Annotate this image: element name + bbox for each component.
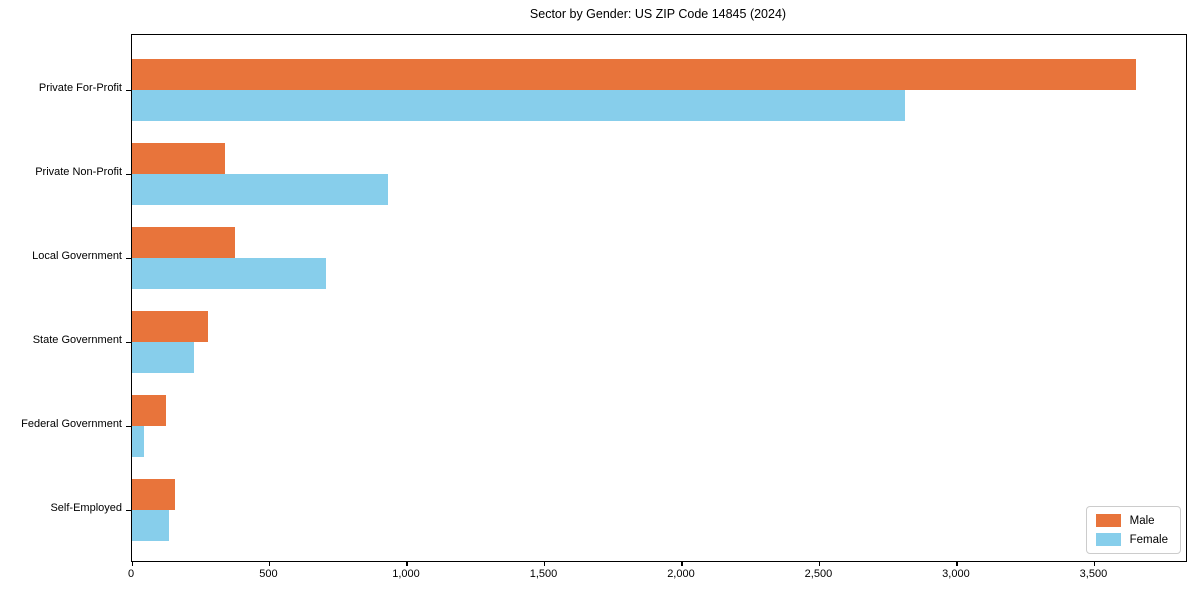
x-tick-mark	[406, 561, 408, 566]
x-tick-mark	[681, 561, 683, 566]
y-tick-mark	[126, 173, 131, 175]
x-axis-label-1500: 1,500	[529, 568, 558, 580]
x-axis-label-3000: 3,000	[942, 568, 970, 580]
x-axis-label-2000: 2,000	[667, 568, 695, 580]
bar-local-government-male	[132, 227, 235, 258]
legend: Male Female	[1085, 506, 1181, 554]
x-axis-label-2500: 2,500	[804, 568, 833, 580]
y-axis-label-self-employed: Self-Employed	[50, 502, 122, 514]
bar-private-non-profit-male	[132, 143, 225, 174]
bar-federal-government-female	[132, 426, 144, 457]
bar-private-non-profit-female	[132, 174, 388, 205]
legend-swatch-female	[1095, 533, 1121, 546]
x-axis-label-0: 0	[127, 568, 135, 580]
y-axis-labels: Private For-Profit Private Non-Profit Loca…	[0, 34, 122, 560]
y-tick-mark	[126, 425, 131, 427]
bar-federal-government-male	[132, 395, 166, 426]
x-axis-label-3500: 3,500	[1079, 568, 1108, 580]
x-axis-label-1000: 1,000	[392, 568, 420, 580]
legend-item-male: Male	[1095, 514, 1168, 527]
legend-swatch-male	[1095, 514, 1121, 527]
y-tick-mark	[126, 257, 131, 259]
x-axis-labels: 0 500 1,000 1,500 2,000 2,500 3,000 3,500	[127, 561, 1185, 591]
chart-title: Sector by Gender: US ZIP Code 14845 (202…	[529, 7, 787, 21]
bar-private-for-profit-male	[132, 59, 1136, 90]
bar-private-for-profit-female	[132, 90, 905, 121]
y-tick-mark	[126, 89, 131, 91]
y-axis-label-private-non-profit: Private Non-Profit	[35, 166, 122, 178]
y-axis-label-federal-government: Federal Government	[21, 418, 122, 430]
x-tick-mark	[131, 561, 133, 566]
bar-state-government-male	[132, 311, 208, 342]
plot-area: Male Female	[126, 34, 1187, 566]
bar-self-employed-female	[132, 510, 169, 541]
x-tick-mark	[956, 561, 958, 566]
bar-state-government-female	[132, 342, 194, 373]
y-axis-label-private-for-profit: Private For-Profit	[38, 82, 122, 94]
x-axis-label-500: 500	[259, 568, 278, 580]
x-tick-mark	[268, 561, 271, 566]
bar-self-employed-male	[132, 479, 175, 510]
legend-item-female: Female	[1095, 533, 1168, 546]
x-tick-mark	[818, 561, 821, 566]
bar-local-government-female	[132, 258, 326, 289]
y-tick-mark	[126, 341, 131, 343]
legend-label-male: Male	[1129, 514, 1155, 527]
y-axis-label-state-government: State Government	[32, 334, 122, 346]
x-tick-mark	[543, 561, 546, 566]
x-tick-mark	[1093, 561, 1096, 566]
y-tick-mark	[126, 509, 131, 511]
legend-label-female: Female	[1129, 533, 1168, 546]
y-axis-label-local-government: Local Government	[32, 250, 122, 262]
